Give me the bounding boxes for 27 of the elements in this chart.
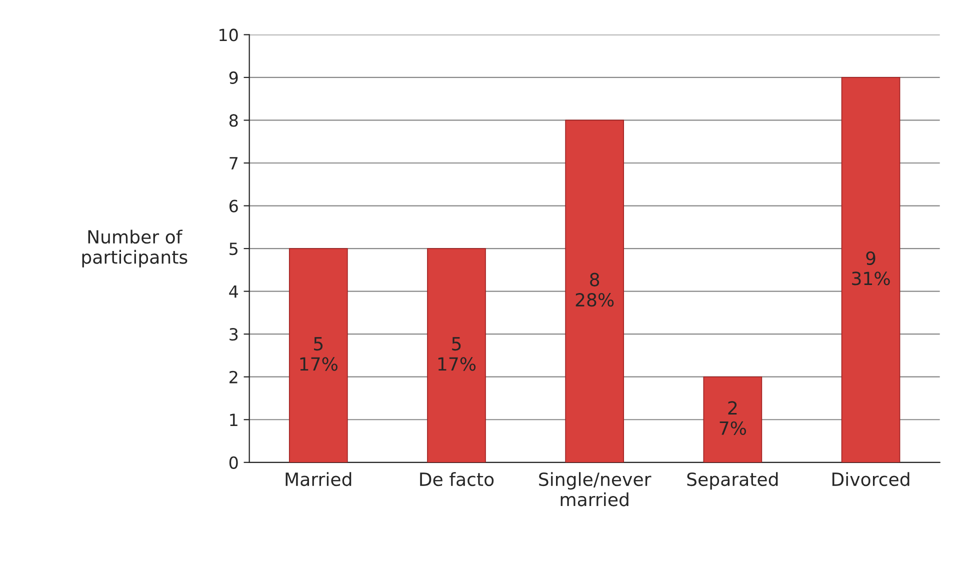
y-tick-label: 9 bbox=[229, 71, 238, 84]
x-tick-label: Single/never married bbox=[539, 472, 652, 506]
bar bbox=[703, 376, 762, 462]
bar bbox=[841, 77, 900, 462]
y-tick-label: 10 bbox=[220, 28, 238, 42]
y-axis-title: Number of participants bbox=[82, 230, 188, 268]
y-tick-label: 2 bbox=[230, 370, 238, 384]
bar bbox=[565, 120, 624, 462]
y-tick-label: 8 bbox=[229, 114, 238, 127]
x-tick-label: Divorced bbox=[832, 472, 910, 486]
data-label: 8 28% bbox=[576, 272, 614, 307]
data-label: 5 17% bbox=[300, 337, 338, 371]
y-tick-label: 4 bbox=[229, 285, 238, 298]
bar bbox=[288, 248, 348, 462]
data-label: 9 31% bbox=[852, 251, 890, 286]
bar bbox=[427, 248, 486, 462]
y-tick-label: 3 bbox=[230, 328, 238, 341]
x-tick-label: Separated bbox=[687, 472, 778, 490]
data-label: 5 17% bbox=[438, 337, 476, 371]
y-tick-label: 5 bbox=[230, 242, 238, 256]
y-tick-label: 7 bbox=[230, 157, 238, 170]
y-tick-label: 0 bbox=[229, 456, 238, 469]
x-tick-label: De facto bbox=[420, 472, 494, 486]
data-label: 2 7% bbox=[720, 401, 746, 435]
y-tick-label: 1 bbox=[230, 414, 238, 426]
x-tick-label: Married bbox=[286, 472, 352, 486]
y-tick-label: 6 bbox=[229, 200, 238, 212]
